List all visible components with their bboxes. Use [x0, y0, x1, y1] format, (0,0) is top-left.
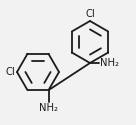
Text: NH₂: NH₂	[39, 103, 58, 113]
Text: NH₂: NH₂	[100, 58, 119, 68]
Text: Cl: Cl	[85, 9, 95, 19]
Text: Cl: Cl	[5, 67, 15, 77]
